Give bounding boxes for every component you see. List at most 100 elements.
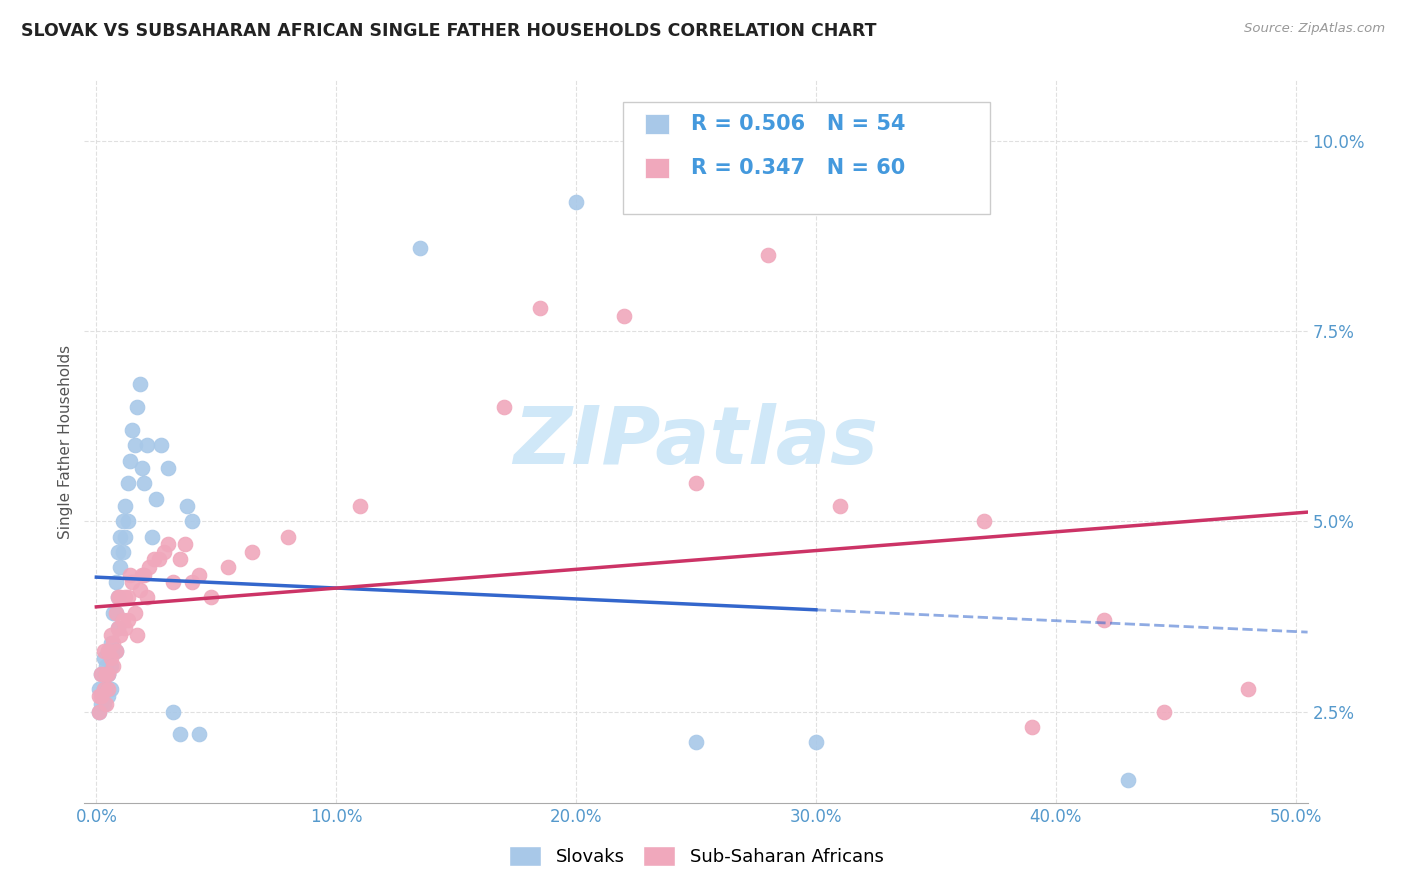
Point xyxy=(828,499,851,513)
Point xyxy=(87,705,110,719)
Point xyxy=(127,401,149,415)
Point xyxy=(101,659,124,673)
Point xyxy=(110,530,132,544)
Point xyxy=(117,515,139,529)
Point xyxy=(217,560,239,574)
Point xyxy=(142,552,165,566)
Point xyxy=(117,613,139,627)
Point xyxy=(135,591,157,605)
Point xyxy=(188,727,211,741)
Point xyxy=(101,643,124,657)
Point xyxy=(121,423,143,437)
Point xyxy=(134,476,156,491)
Point xyxy=(101,606,124,620)
Point xyxy=(134,567,156,582)
Point xyxy=(101,636,124,650)
Point xyxy=(97,690,120,704)
Point xyxy=(494,401,516,415)
Point xyxy=(529,301,551,316)
Point xyxy=(145,491,167,506)
Point xyxy=(409,241,432,255)
FancyBboxPatch shape xyxy=(623,102,990,214)
Point xyxy=(93,651,115,665)
Point xyxy=(114,499,136,513)
Point xyxy=(100,659,122,673)
Point xyxy=(118,567,141,582)
Point xyxy=(117,591,139,605)
Point xyxy=(138,560,160,574)
Point xyxy=(277,530,299,544)
Point xyxy=(114,621,136,635)
Point xyxy=(111,545,134,559)
Point xyxy=(107,591,129,605)
Point xyxy=(131,567,153,582)
Point xyxy=(97,681,120,696)
Point xyxy=(118,453,141,467)
Point xyxy=(90,697,112,711)
Text: R = 0.506   N = 54: R = 0.506 N = 54 xyxy=(690,114,905,135)
Point xyxy=(104,606,127,620)
Point xyxy=(94,666,117,681)
Point xyxy=(131,461,153,475)
Point xyxy=(685,476,707,491)
Point xyxy=(87,705,110,719)
Bar xyxy=(644,114,669,135)
Point xyxy=(97,666,120,681)
Point xyxy=(111,515,134,529)
Point xyxy=(97,666,120,681)
Point xyxy=(157,461,180,475)
Text: ZIPatlas: ZIPatlas xyxy=(513,402,879,481)
Point xyxy=(100,628,122,642)
Point xyxy=(104,643,127,657)
Point xyxy=(169,552,191,566)
Point xyxy=(157,537,180,551)
Point xyxy=(124,438,146,452)
Point xyxy=(104,575,127,590)
Point xyxy=(107,591,129,605)
Point xyxy=(128,377,150,392)
Point xyxy=(93,697,115,711)
Point xyxy=(169,727,191,741)
Point xyxy=(181,575,204,590)
Point xyxy=(93,643,115,657)
Point xyxy=(100,636,122,650)
Point xyxy=(110,560,132,574)
Point xyxy=(127,628,149,642)
Point xyxy=(117,476,139,491)
Point xyxy=(90,690,112,704)
Point xyxy=(94,697,117,711)
Point xyxy=(124,606,146,620)
Bar xyxy=(644,158,669,178)
Point xyxy=(87,681,110,696)
Point xyxy=(1116,772,1139,787)
Point xyxy=(148,552,170,566)
Point xyxy=(152,545,174,559)
Point xyxy=(97,643,120,657)
Y-axis label: Single Father Households: Single Father Households xyxy=(58,344,73,539)
Point xyxy=(100,681,122,696)
Point xyxy=(1092,613,1115,627)
Point xyxy=(176,499,198,513)
Point xyxy=(93,681,115,696)
Point xyxy=(565,194,588,209)
Point xyxy=(110,591,132,605)
Point xyxy=(121,575,143,590)
Point xyxy=(135,438,157,452)
Point xyxy=(141,530,163,544)
Point xyxy=(804,735,827,749)
Point xyxy=(107,545,129,559)
Point xyxy=(114,530,136,544)
Point xyxy=(97,666,120,681)
Point xyxy=(188,567,211,582)
Point xyxy=(110,628,132,642)
Point xyxy=(90,666,112,681)
Point xyxy=(174,537,197,551)
Point xyxy=(97,643,120,657)
Point xyxy=(93,681,115,696)
Point xyxy=(111,613,134,627)
Point xyxy=(94,681,117,696)
Point xyxy=(114,591,136,605)
Point xyxy=(1021,720,1043,734)
Point xyxy=(349,499,371,513)
Point xyxy=(162,575,184,590)
